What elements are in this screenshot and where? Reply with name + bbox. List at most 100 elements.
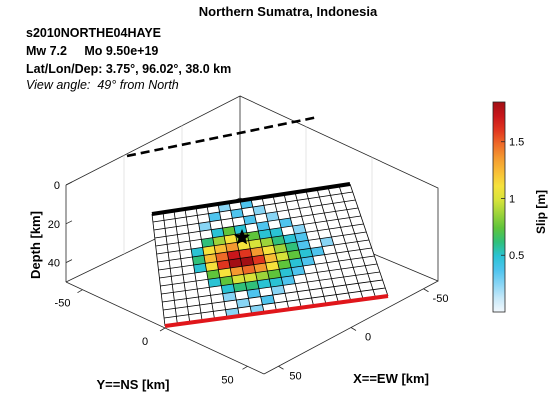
x-axis-ticks: -50 0 50: [278, 288, 448, 382]
x-tick-label: 50: [289, 370, 301, 382]
fault-cell: [263, 203, 278, 214]
fault-cell: [331, 235, 346, 245]
fault-cell: [233, 282, 247, 292]
fault-cell: [275, 251, 290, 262]
colorbar: [492, 101, 506, 313]
fault-cell: [269, 227, 284, 238]
fault-cell: [254, 213, 268, 223]
fault-cell: [243, 272, 258, 283]
fault-cell: [246, 288, 261, 299]
fault-cell: [359, 248, 375, 258]
fault-cell: [156, 252, 170, 262]
y-tick-mark: [77, 289, 83, 294]
fault-cell: [319, 195, 334, 205]
fault-cell: [336, 251, 351, 261]
y-tick-label: 50: [221, 374, 233, 386]
fault-cell: [236, 298, 251, 308]
fault-cell: [329, 269, 344, 279]
fault-cell: [209, 285, 223, 296]
fault-cell: [186, 297, 200, 307]
fault-grid-line: [152, 191, 353, 223]
fault-cell: [345, 241, 360, 252]
fault-grid-line: [153, 199, 356, 231]
fault-cell: [338, 217, 353, 228]
fault-cell: [257, 279, 272, 289]
fault-cell: [258, 229, 272, 239]
fault-cell: [275, 202, 289, 212]
fault-cell: [253, 263, 268, 273]
fault-grid-line: [157, 231, 367, 263]
back-panel-left: [65, 95, 241, 283]
fault-cell: [338, 259, 354, 269]
fault-cell: [211, 301, 226, 312]
fault-cell: [353, 265, 368, 276]
fault-cell: [281, 226, 295, 236]
fault-cell: [324, 211, 339, 221]
fault-cell: [346, 283, 361, 293]
fault-cell: [343, 275, 359, 285]
fault-cell: [303, 222, 318, 233]
fault-cell: [197, 287, 211, 297]
fault-cell: [198, 295, 212, 305]
fault-grid-line: [160, 255, 375, 287]
fault-cell: [314, 262, 330, 273]
figure-title: Northern Sumatra, Indonesia: [199, 4, 378, 19]
fault-cell: [245, 280, 259, 291]
fault-cell: [234, 290, 249, 300]
z-tick-label: 0: [54, 180, 60, 192]
fault-cell: [335, 209, 350, 220]
hypocenter-location: Lat/Lon/Dep: 3.75°, 96.02°, 38.0 km: [26, 62, 231, 76]
fault-cell: [192, 255, 206, 265]
fault-cell: [255, 271, 270, 281]
fault-cell: [179, 249, 193, 259]
fault-cell: [176, 225, 189, 235]
fault-cell: [246, 231, 261, 241]
fault-cell: [333, 201, 347, 212]
fault-cell: [194, 271, 208, 281]
fault-cell: [218, 268, 232, 278]
fault-cell: [252, 205, 266, 215]
fault-cell: [260, 237, 274, 247]
fault-cell: [273, 243, 288, 254]
fault-cell: [199, 229, 213, 240]
fault-cell: [296, 240, 311, 250]
fault-cell: [225, 242, 239, 252]
fault-cell: [237, 240, 251, 251]
fault-cell: [212, 236, 226, 246]
y-tick-label: -50: [55, 298, 71, 310]
fault-cell: [227, 250, 241, 260]
fault-cell: [158, 268, 172, 278]
fault-cell: [285, 291, 300, 302]
fault-cell: [238, 248, 253, 259]
fault-cell: [163, 308, 177, 318]
fault-cell: [341, 192, 356, 202]
fault-grid-line: [154, 207, 359, 239]
y-axis-label: Y==NS [km]: [97, 377, 170, 392]
fault-cell: [241, 207, 255, 217]
hypocenter-star: [233, 228, 251, 245]
view-angle: View angle: 49° from North: [26, 78, 179, 92]
x-tick-label: 0: [365, 332, 371, 344]
fault-grid-lines: [151, 183, 389, 327]
fault-cell: [167, 242, 180, 253]
fault-cell: [340, 225, 355, 236]
fault-cell: [288, 208, 302, 218]
fault-cell: [185, 289, 199, 299]
fault-cell: [315, 221, 330, 231]
fault-cell: [196, 279, 210, 289]
fault-cell: [308, 197, 322, 207]
fault-cell: [265, 211, 280, 222]
fault-cell: [209, 220, 223, 230]
fault-cell: [221, 218, 234, 228]
fault-cell: [260, 295, 275, 305]
fault-cell: [312, 254, 327, 265]
fault-grid-line: [162, 271, 380, 303]
fault-cell: [173, 290, 187, 301]
fault-cell: [308, 238, 323, 249]
fault-cell: [224, 300, 238, 310]
fault-cell: [267, 269, 282, 279]
fault-cell: [206, 269, 220, 280]
fault-cell: [370, 280, 386, 290]
fault-cell: [287, 250, 301, 260]
fault-cell: [168, 250, 181, 261]
